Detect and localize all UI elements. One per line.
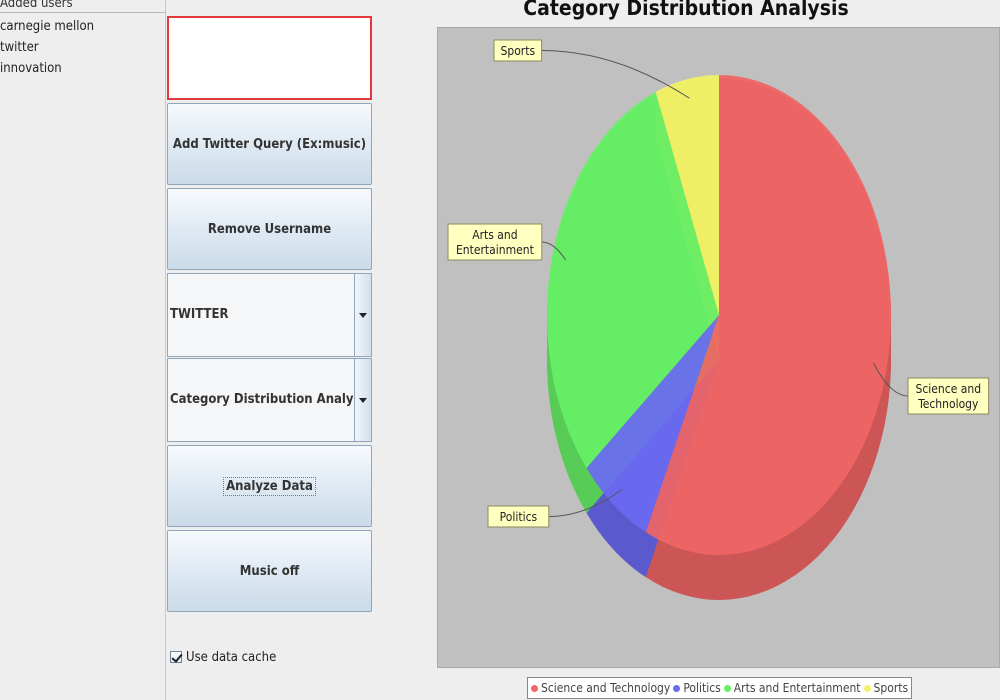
users-panel: Added users carnegie mellon twitter inno… — [0, 0, 166, 700]
pie-label-box — [493, 39, 543, 62]
pie-label-leader-line — [548, 489, 623, 517]
music-toggle-label: Music off — [239, 563, 300, 579]
pie-label-text: Politics — [500, 510, 538, 524]
pie-label-leader-line — [872, 362, 909, 397]
legend-label: Politics — [683, 681, 721, 695]
analyze-data-button[interactable]: Analyze Data — [167, 445, 372, 527]
add-twitter-query-label: Add Twitter Query (Ex:music) — [172, 136, 367, 152]
user-list-item[interactable]: twitter — [0, 40, 39, 55]
legend-label: Sports — [873, 681, 909, 695]
pie-label-leader-line — [541, 50, 690, 99]
pie-label-box — [487, 505, 550, 528]
twitter-query-input[interactable] — [167, 16, 372, 100]
use-data-cache-label: Use data cache — [186, 649, 277, 665]
chevron-down-icon[interactable] — [354, 359, 371, 441]
legend-swatch-icon — [723, 684, 731, 692]
pie-label-sports: Sports — [493, 39, 690, 99]
users-list[interactable]: carnegie mellon twitter innovation — [0, 16, 166, 79]
legend-label: Science and Technology — [541, 681, 671, 695]
legend-item-politics: Politics — [673, 681, 721, 695]
pie-slice-arts-and-entertainment[interactable] — [547, 91, 719, 468]
chart-legend: Science and Technology Politics Arts and E… — [527, 677, 913, 699]
legend-swatch-icon — [531, 684, 538, 692]
checkbox-checked-icon[interactable] — [170, 651, 182, 663]
pie-label-text: Sports — [500, 44, 535, 58]
pie-label-text: Entertainment — [456, 243, 534, 257]
user-list-item[interactable]: innovation — [0, 61, 62, 76]
legend-item-sports: Sports — [863, 681, 909, 695]
pie-chart-plot: Science and Technology Politics Arts and Ent… — [437, 27, 1000, 668]
data-source-select[interactable]: TWITTER — [167, 273, 372, 357]
pie-label-box — [447, 223, 543, 261]
music-toggle-button[interactable]: Music off — [167, 530, 372, 612]
chart-title: Category Distribution Analysis — [523, 0, 849, 20]
pie-label-text: Science and — [915, 382, 981, 396]
legend-item-arts-and-entertainment: Arts and Entertainment — [723, 681, 861, 695]
pie-label-text: Technology — [917, 397, 979, 411]
analyze-data-label: Analyze Data — [223, 476, 316, 496]
pie-label-text: Arts and — [472, 228, 517, 242]
pie-slice-politics[interactable] — [586, 315, 719, 533]
users-panel-divider — [0, 12, 166, 13]
chevron-down-icon[interactable] — [354, 274, 371, 356]
legend-label: Arts and Entertainment — [733, 681, 861, 695]
legend-item-science-and-technology: Science and Technology — [531, 681, 670, 695]
pie-label-box — [907, 377, 990, 415]
users-panel-title: Added users — [0, 0, 73, 11]
controls-panel: Add Twitter Query (Ex:music) Remove User… — [167, 0, 372, 700]
use-data-cache-checkbox[interactable]: Use data cache — [170, 648, 276, 666]
remove-username-button[interactable]: Remove Username — [167, 188, 372, 270]
data-source-value: TWITTER — [170, 307, 229, 322]
analysis-type-value: Category Distribution Analysis — [170, 392, 353, 407]
analysis-type-select[interactable]: Category Distribution Analysis — [167, 358, 372, 442]
pie-label-politics: Politics — [487, 489, 623, 528]
add-twitter-query-button[interactable]: Add Twitter Query (Ex:music) — [167, 103, 372, 185]
user-list-item[interactable]: carnegie mellon — [0, 19, 95, 34]
pie-label-leader-line — [541, 241, 567, 261]
legend-swatch-icon — [673, 684, 681, 692]
pie-slice-science-and-technology[interactable] — [645, 75, 891, 555]
remove-username-label: Remove Username — [207, 221, 332, 237]
pie-slice-sports[interactable] — [655, 75, 719, 315]
legend-swatch-icon — [863, 684, 871, 692]
